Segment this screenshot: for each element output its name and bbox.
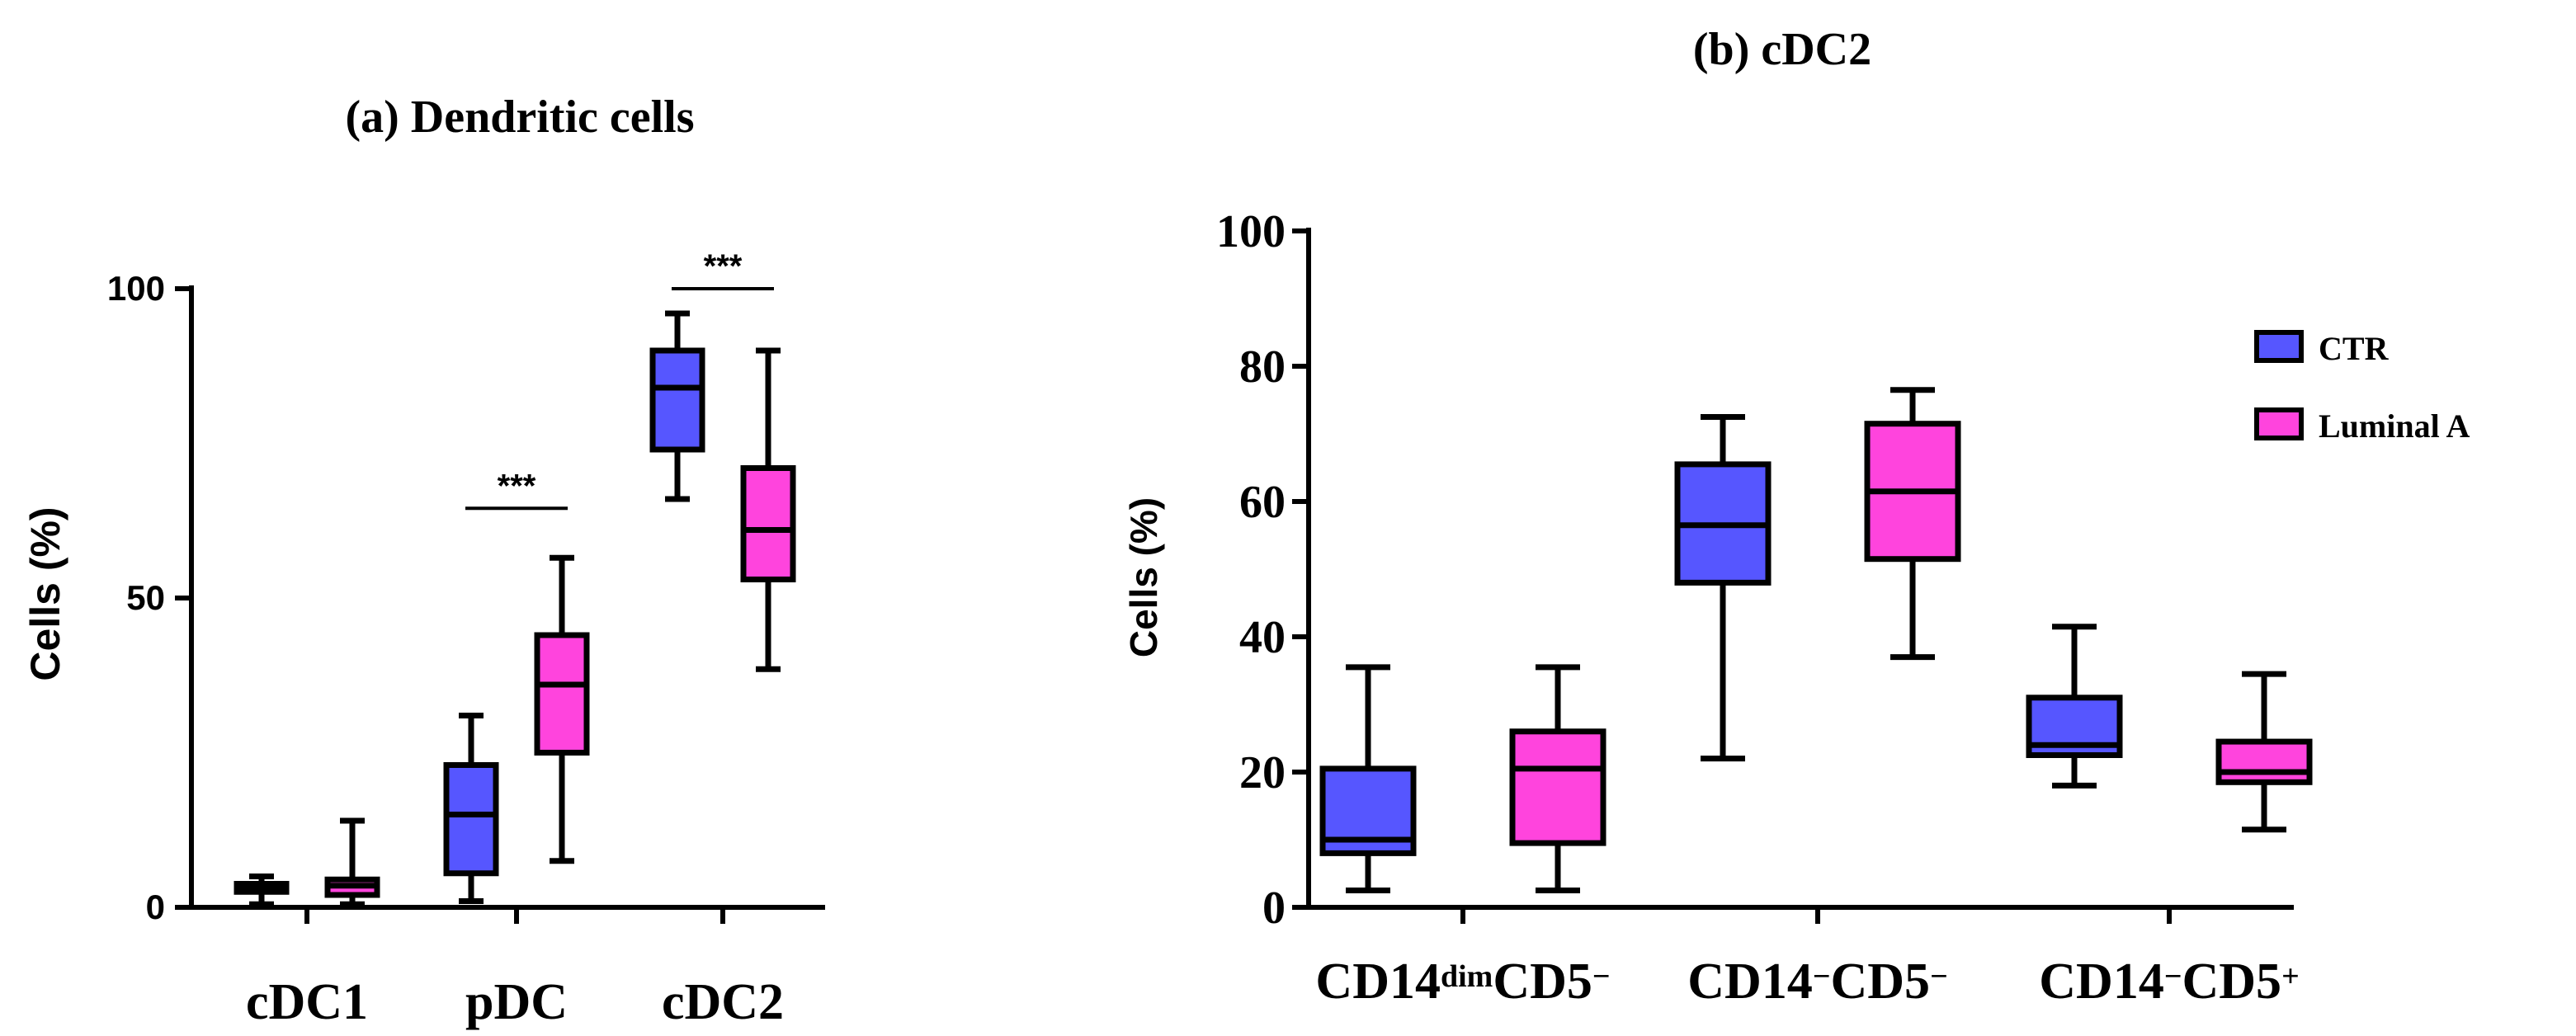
panel-a-ctr-pDC-box xyxy=(443,762,499,877)
panel-b-y-tick-label: 40 xyxy=(1239,612,1286,663)
panel-b-category-label: CD14dimCD5− xyxy=(1315,954,1610,1010)
panel-b-category-sup2: + xyxy=(2281,959,2300,994)
panel-a-y-tick-label: 100 xyxy=(107,269,165,308)
panel-b-category-label: CD14−CD5− xyxy=(1687,954,1947,1010)
panel-b-category-main2: CD5 xyxy=(1831,954,1931,1010)
panel-a-ctr-cDC2 xyxy=(649,310,705,502)
legend-label-luminal-a: Luminal A xyxy=(2319,407,2470,445)
panel-b-luminal-cd14neg-cd5pos-box xyxy=(2215,738,2313,785)
panel-a-y-tick-label: 0 xyxy=(146,888,165,926)
panel-b-luminal-cd14neg-cd5neg xyxy=(1864,387,1961,661)
panel-b-title: (b) cDC2 xyxy=(1693,24,1871,75)
panel-b-category-main2: CD5 xyxy=(2182,954,2282,1010)
panel-a-ctr-cDC1 xyxy=(234,874,290,907)
panel-b-category-sup1: − xyxy=(2164,959,2182,994)
panel-b-category-sup1: dim xyxy=(1441,959,1493,994)
panel-b-category-sup2: − xyxy=(1592,959,1611,994)
panel-b-y-tick-label: 60 xyxy=(1239,477,1286,528)
panel-a-y-axis-label: Cells (%) xyxy=(22,506,68,680)
panel-a-luminal-cDC1 xyxy=(324,817,380,907)
panel-b-ctr-cd14dim-cd5neg xyxy=(1319,664,1417,893)
panel-b-category-sup1: − xyxy=(1813,959,1831,994)
legend: CTR Luminal A xyxy=(2254,330,2470,445)
panel-b-ctr-cd14neg-cd5neg xyxy=(1674,414,1772,762)
panel-b-category-main1: CD14 xyxy=(1687,954,1813,1010)
panel-b-category-main2: CD5 xyxy=(1493,954,1592,1010)
panel-a-significance-label: *** xyxy=(498,468,536,504)
panel-b-category-sup2: − xyxy=(1930,959,1948,994)
legend-label-ctr: CTR xyxy=(2319,330,2390,367)
panel-b-category-main1: CD14 xyxy=(1315,954,1441,1010)
panel-b-luminal-cd14dim-cd5neg-box xyxy=(1509,728,1606,846)
panel-a-significance-label: *** xyxy=(704,248,743,285)
panel-a-ctr-cDC2-box xyxy=(649,347,705,453)
legend-swatch-luminal-a xyxy=(2254,407,2304,440)
panel-a-y-tick-label: 50 xyxy=(126,578,165,617)
panel-a-category-label: pDC xyxy=(465,974,568,1030)
panel-b-ctr-cd14neg-cd5pos xyxy=(2026,624,2123,789)
panel-a-luminal-cDC2 xyxy=(740,347,796,672)
panel-b-category-label: CD14−CD5+ xyxy=(2039,954,2299,1010)
panel-b-luminal-cd14dim-cd5neg xyxy=(1509,664,1606,893)
panel-a-ctr-pDC xyxy=(443,713,499,904)
panel-b-y-tick-label: 20 xyxy=(1239,747,1286,798)
panel-a-category-label: cDC2 xyxy=(662,974,784,1030)
panel-b-category-main1: CD14 xyxy=(2039,954,2164,1010)
panel-b-luminal-cd14neg-cd5pos xyxy=(2215,671,2313,833)
panel-b-y-axis-label: Cells (%) xyxy=(1122,497,1165,657)
panel-b-y-tick-label: 80 xyxy=(1239,341,1286,393)
panel-a-category-label: cDC1 xyxy=(246,974,368,1030)
panel-a-luminal-pDC-box xyxy=(534,632,590,756)
panel-a-luminal-pDC xyxy=(534,554,590,864)
legend-swatch-ctr xyxy=(2254,330,2304,363)
panel-b-y-tick-label: 100 xyxy=(1216,206,1286,257)
panel-b-y-tick-label: 0 xyxy=(1262,883,1286,934)
panel-a-luminal-cDC2-box xyxy=(740,465,796,582)
panel-a-title: (a) Dendritic cells xyxy=(346,92,695,143)
panel-a-plot: 0 50 100 cDC1 pDC cDC2 *** *** xyxy=(107,248,825,1030)
